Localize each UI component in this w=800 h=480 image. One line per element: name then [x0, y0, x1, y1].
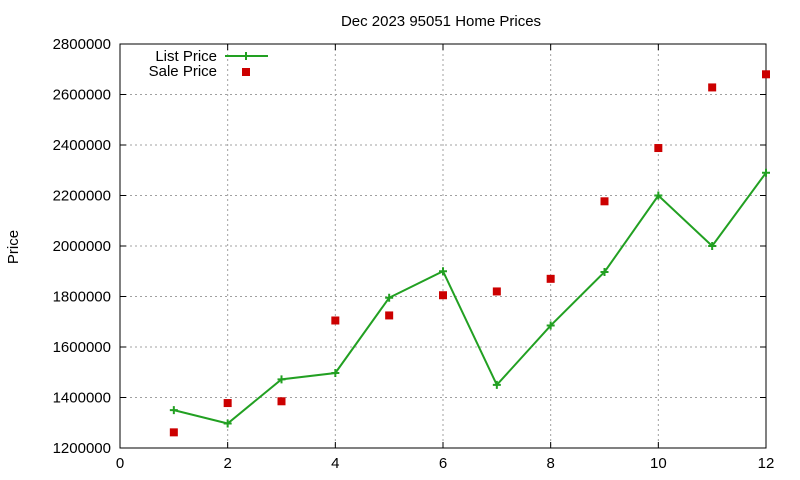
- y-tick-label: 2600000: [53, 87, 111, 104]
- list-price-point: [600, 268, 609, 277]
- legend: List Price Sale Price: [149, 48, 268, 80]
- list-price-point: [546, 321, 555, 330]
- y-tick-label: 1800000: [53, 289, 111, 306]
- sale-price-point: [654, 144, 663, 153]
- x-tick-label: 10: [650, 455, 667, 472]
- x-tick-label: 6: [439, 455, 447, 472]
- y-tick-label: 2000000: [53, 238, 111, 255]
- sale-price-point: [439, 291, 447, 300]
- grid-lines: [120, 44, 766, 448]
- y-tick-label: 2200000: [53, 188, 111, 205]
- list-price-point: [708, 242, 717, 250]
- x-tick-label: 2: [223, 455, 231, 472]
- sale-price-point: [277, 397, 286, 406]
- y-tick-label: 1600000: [53, 339, 111, 356]
- sale-price-point: [762, 70, 770, 79]
- list-price-point: [439, 267, 447, 276]
- y-tick-label: 2800000: [53, 36, 111, 53]
- y-tick-label: 1200000: [53, 440, 111, 457]
- sale-price-point: [708, 83, 717, 92]
- sale-price-point: [600, 197, 609, 206]
- plot-frame: [119, 43, 767, 449]
- chart-title: Dec 2023 95051 Home Prices: [341, 13, 541, 30]
- x-tick-label: 12: [758, 455, 775, 472]
- list-price-point: [762, 168, 770, 177]
- list-price-point: [331, 369, 340, 378]
- sale-price-point: [492, 287, 501, 296]
- list-price-point: [277, 375, 286, 384]
- x-axis-ticks: 0 2 4 6 8 10 12: [116, 44, 775, 472]
- sale-price-point: [169, 428, 178, 437]
- list-price-line: [173, 172, 767, 425]
- x-tick-label: 0: [116, 455, 124, 472]
- list-price-point: [492, 380, 501, 389]
- series-sale-price: [169, 70, 770, 437]
- legend-marker-sale-price: [242, 68, 250, 76]
- x-tick-label: 8: [546, 455, 554, 472]
- sale-price-point: [331, 316, 340, 325]
- x-tick-label: 4: [331, 455, 339, 472]
- y-axis-ticks: 1200000 1400000 1600000 1800000 2000000 22000…: [53, 36, 766, 457]
- series-list-price: [169, 168, 770, 428]
- sale-price-point: [546, 274, 555, 283]
- list-price-point: [385, 293, 394, 302]
- sale-price-point: [223, 399, 232, 408]
- list-price-point: [654, 191, 663, 200]
- y-axis-label: Price: [5, 230, 22, 264]
- legend-label-list-price: List Price: [155, 48, 217, 65]
- y-tick-label: 1400000: [53, 390, 111, 407]
- legend-label-sale-price: Sale Price: [149, 63, 217, 80]
- legend-marker-list-price: [242, 52, 250, 60]
- sale-price-point: [385, 311, 394, 320]
- list-price-point: [169, 406, 178, 415]
- list-price-point: [223, 419, 232, 428]
- y-tick-label: 2400000: [53, 137, 111, 154]
